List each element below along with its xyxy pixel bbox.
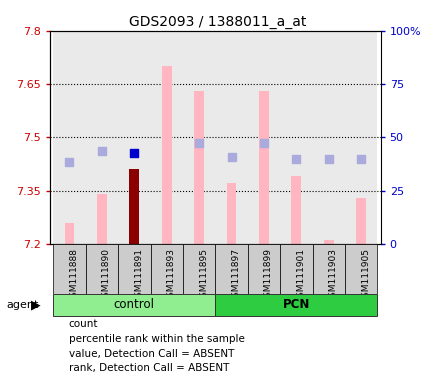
Bar	[312, 31, 344, 244]
Bar	[150, 244, 182, 294]
Text: PCN: PCN	[282, 298, 309, 311]
Point	[325, 156, 332, 162]
Point	[357, 156, 364, 162]
Text: GSM111897: GSM111897	[231, 248, 240, 303]
Bar	[215, 244, 247, 294]
Bar	[215, 31, 247, 244]
Text: ▶: ▶	[31, 298, 41, 311]
Bar	[279, 244, 312, 294]
Point	[292, 156, 299, 162]
Bar	[355, 198, 365, 244]
Text: control: control	[114, 298, 155, 311]
Text: GSM111893: GSM111893	[166, 248, 175, 303]
Bar	[118, 244, 150, 294]
Bar	[279, 31, 312, 244]
Point	[98, 148, 105, 154]
Bar	[323, 240, 333, 244]
Point	[195, 139, 202, 146]
Text: percentile rank within the sample: percentile rank within the sample	[69, 334, 244, 344]
Bar	[247, 31, 279, 244]
Text: count: count	[69, 319, 98, 329]
Text: GSM111891: GSM111891	[134, 248, 143, 303]
Bar	[312, 244, 344, 294]
Bar	[291, 176, 300, 244]
Bar	[85, 244, 118, 294]
Point	[260, 139, 267, 146]
Bar	[259, 91, 268, 244]
Text: GSM111905: GSM111905	[360, 248, 369, 303]
Bar	[215, 294, 377, 316]
Bar	[65, 223, 74, 244]
Bar	[161, 66, 171, 244]
Text: GSM111895: GSM111895	[199, 248, 207, 303]
Text: value, Detection Call = ABSENT: value, Detection Call = ABSENT	[69, 349, 233, 359]
Text: agent: agent	[7, 300, 39, 310]
Bar	[53, 244, 85, 294]
Bar	[226, 184, 236, 244]
Text: GDS2093 / 1388011_a_at: GDS2093 / 1388011_a_at	[128, 15, 306, 29]
Bar	[118, 31, 150, 244]
Text: GSM111899: GSM111899	[263, 248, 272, 303]
Bar	[150, 31, 182, 244]
Bar	[344, 244, 377, 294]
Text: GSM111903: GSM111903	[328, 248, 337, 303]
Bar	[85, 31, 118, 244]
Bar	[344, 31, 377, 244]
Point	[66, 159, 73, 165]
Text: GSM111888: GSM111888	[69, 248, 78, 303]
Bar	[194, 91, 204, 244]
Bar	[97, 194, 106, 244]
Text: rank, Detection Call = ABSENT: rank, Detection Call = ABSENT	[69, 363, 229, 373]
Bar	[53, 31, 85, 244]
Bar	[129, 169, 139, 244]
Text: GSM111901: GSM111901	[296, 248, 305, 303]
Text: GSM111890: GSM111890	[102, 248, 111, 303]
Bar	[53, 294, 215, 316]
Bar	[182, 244, 215, 294]
Point	[131, 150, 138, 156]
Bar	[182, 31, 215, 244]
Bar	[247, 244, 279, 294]
Point	[227, 154, 234, 160]
